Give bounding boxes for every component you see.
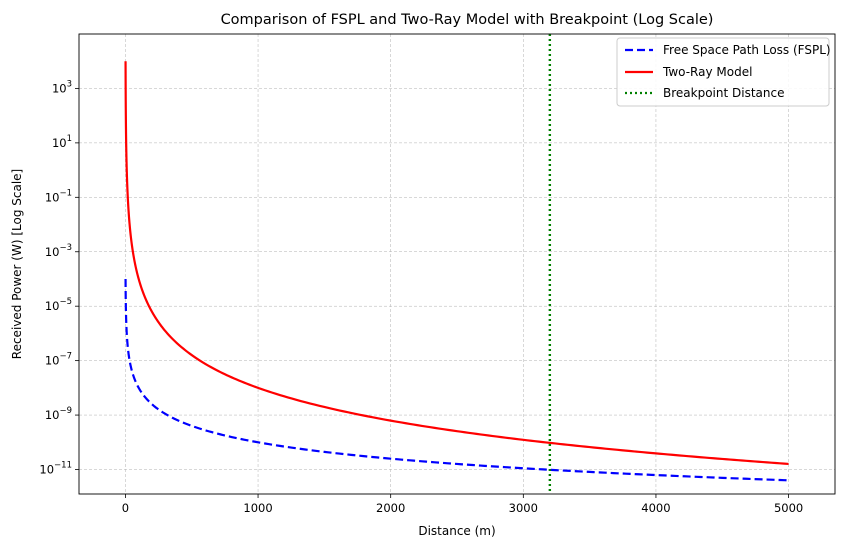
y-tick-label: 10−1 (45, 188, 72, 204)
x-axis-label: Distance (m) (418, 524, 495, 538)
plot-area (124, 34, 789, 494)
y-tick-label: 10−5 (45, 297, 72, 313)
legend-label-fspl: Free Space Path Loss (FSPL) (663, 43, 831, 57)
x-tick-label: 3000 (509, 501, 538, 515)
series-line-0 (124, 278, 789, 482)
x-tick-label: 4000 (641, 501, 670, 515)
x-tick-label: 0 (122, 501, 129, 515)
y-axis: 10−11 10−9 10−7 10−5 10−3 10−1 101 103 (39, 79, 79, 477)
y-tick-label: 10−7 (45, 352, 72, 368)
y-tick-label: 10−3 (45, 243, 72, 259)
x-tick-label: 5000 (774, 501, 803, 515)
legend-label-breakpoint: Breakpoint Distance (663, 86, 784, 100)
y-tick-label: 101 (52, 134, 72, 150)
grid (79, 34, 835, 494)
y-tick-label: 103 (52, 79, 72, 95)
y-tick-label: 10−9 (45, 406, 72, 422)
x-axis: 0 1000 2000 3000 4000 5000 (122, 494, 803, 515)
legend-label-two-ray: Two-Ray Model (662, 65, 752, 79)
y-axis-label: Received Power (W) [Log Scale] (10, 169, 24, 359)
legend: Free Space Path Loss (FSPL) Two-Ray Mode… (616, 37, 831, 107)
x-tick-label: 1000 (243, 501, 272, 515)
legend-box (616, 37, 830, 107)
chart-title: Comparison of FSPL and Two-Ray Model wit… (221, 12, 714, 28)
plot-frame (78, 33, 836, 495)
x-tick-label: 2000 (376, 501, 405, 515)
y-tick-label: 10−11 (39, 461, 72, 477)
series-line-1 (124, 61, 789, 466)
